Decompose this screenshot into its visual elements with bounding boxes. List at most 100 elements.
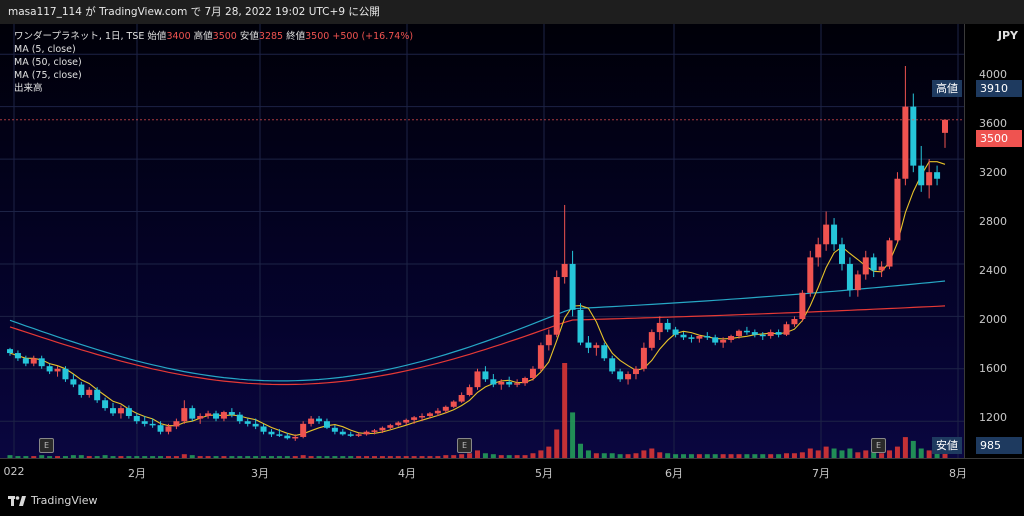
- volume-bar: [490, 454, 496, 458]
- candle-body: [918, 165, 925, 186]
- volume-bar: [554, 429, 560, 458]
- candle-body: [205, 413, 212, 416]
- candle-body: [220, 412, 227, 419]
- candle-body: [878, 266, 885, 271]
- candle-body: [561, 263, 568, 278]
- price-chart[interactable]: [0, 24, 964, 458]
- volume-bar: [332, 456, 338, 458]
- volume-bar: [356, 456, 362, 458]
- volume-bar: [736, 454, 742, 458]
- volume-bar: [578, 443, 584, 458]
- candle-body: [411, 417, 418, 420]
- candle-body: [625, 374, 632, 380]
- candle-body: [632, 368, 639, 375]
- volume-bar: [467, 453, 473, 458]
- volume-bar: [253, 456, 259, 458]
- candle-body: [696, 336, 703, 339]
- footer: TradingView: [0, 484, 1024, 516]
- candle-body: [316, 418, 323, 422]
- candle-body: [735, 330, 742, 337]
- volume-bar: [609, 453, 615, 458]
- volume-bar: [712, 454, 718, 458]
- candle-body: [466, 387, 473, 396]
- volume-bar: [94, 456, 100, 458]
- chart-area[interactable]: ワンダープラネット, 1日, TSE 始値3400 高値3500 安値3285 …: [0, 24, 964, 458]
- candle-body: [22, 358, 29, 364]
- volume-bar: [189, 455, 195, 458]
- volume-bar: [150, 456, 156, 458]
- candle-body: [149, 423, 156, 426]
- candle-body: [276, 434, 283, 436]
- volume-bar: [768, 454, 774, 458]
- volume-bar: [403, 456, 409, 458]
- legend-ma50[interactable]: MA (50, close): [14, 57, 82, 68]
- candle-body: [141, 421, 148, 424]
- tradingview-logo[interactable]: TradingView: [8, 494, 97, 507]
- volume-bar: [918, 448, 924, 458]
- candle-body: [553, 277, 560, 335]
- volume-bar: [728, 454, 734, 458]
- candle-body: [617, 371, 624, 380]
- candle-body: [379, 427, 386, 431]
- candle-body: [38, 358, 45, 367]
- volume-bar: [15, 456, 21, 458]
- volume-bar: [371, 456, 377, 458]
- y-tick: 4000: [979, 68, 1007, 81]
- candle-body: [585, 342, 592, 348]
- volume-bar: [102, 455, 108, 458]
- candle-body: [688, 337, 695, 339]
- volume-bar: [395, 456, 401, 458]
- candle-body: [593, 345, 600, 348]
- candle-body: [426, 413, 433, 416]
- legend-low: 3285: [258, 31, 284, 42]
- candle-body: [102, 400, 109, 409]
- candle-body: [775, 332, 782, 335]
- volume-bar: [506, 455, 512, 458]
- volume-bar: [142, 456, 148, 458]
- y-tick: 3200: [979, 166, 1007, 179]
- volume-bar: [47, 456, 53, 458]
- volume-bar: [364, 456, 370, 458]
- volume-bar: [110, 456, 116, 458]
- volume-bar: [752, 454, 758, 458]
- time-axis[interactable]: 022 2月 3月 4月 5月 6月 7月 8月: [0, 458, 1024, 484]
- candle-body: [189, 408, 196, 419]
- volume-bar: [847, 448, 853, 458]
- legend-ma75[interactable]: MA (75, close): [14, 70, 82, 81]
- candle-body: [934, 172, 941, 179]
- volume-bar: [165, 456, 171, 458]
- y-tick: 1600: [979, 362, 1007, 375]
- publish-header-text: masa117_114 が TradingView.com で 7月 28, 2…: [8, 6, 380, 18]
- volume-bar: [514, 455, 520, 458]
- volume-bar: [55, 456, 61, 458]
- earnings-marker[interactable]: E: [457, 438, 472, 453]
- candle-body: [181, 408, 188, 422]
- candle-body: [387, 425, 394, 428]
- candle-body: [419, 415, 426, 418]
- volume-bar: [261, 456, 267, 458]
- tradingview-icon: [8, 495, 26, 506]
- volume-bar: [268, 456, 274, 458]
- volume-bar: [316, 456, 322, 458]
- candle-body: [537, 345, 544, 369]
- legend-ma5[interactable]: MA (5, close): [14, 44, 76, 55]
- candle-body: [450, 401, 457, 407]
- candle-body: [759, 334, 766, 337]
- candle-body: [720, 339, 727, 343]
- earnings-marker[interactable]: E: [39, 438, 54, 453]
- volume-bar: [823, 446, 829, 458]
- volume-bar: [617, 454, 623, 458]
- legend-volume[interactable]: 出来高: [14, 83, 43, 94]
- candle-body: [458, 395, 465, 402]
- volume-bar: [665, 453, 671, 458]
- volume-bar: [308, 456, 314, 458]
- volume-bar: [887, 450, 893, 458]
- volume-bar: [530, 453, 536, 458]
- volume-bar: [696, 454, 702, 458]
- volume-bar: [126, 456, 132, 458]
- volume-bar: [688, 454, 694, 458]
- volume-bar: [459, 454, 465, 458]
- earnings-marker[interactable]: E: [871, 438, 886, 453]
- candle-body: [117, 408, 124, 414]
- low-tag-name: 安値: [932, 437, 962, 454]
